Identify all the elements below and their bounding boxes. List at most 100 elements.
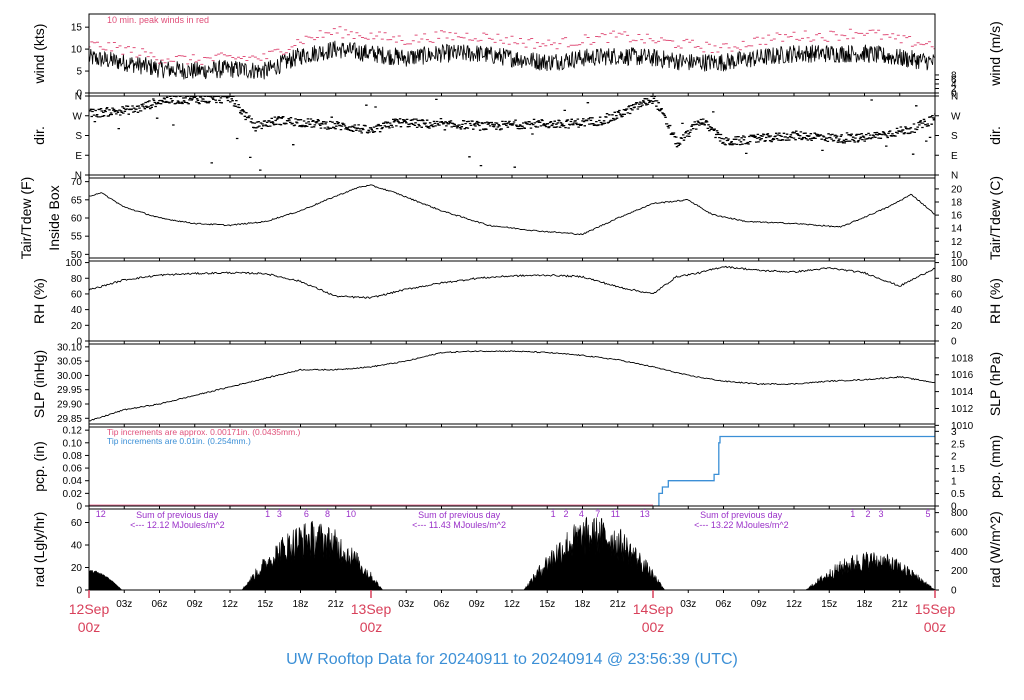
pcp-left-tick-label: 0.08 [63,451,83,462]
rad-left-tick-label: 0 [76,586,82,597]
time-minor-label: 18z [574,599,590,610]
rad-day-area [89,570,123,590]
pcp-note-heated: Tip increments are approx. 0.00171in. (0… [107,427,301,437]
time-minor-label: 03z [398,599,414,610]
rh-left-tick-label: 40 [71,305,83,316]
rad-ylabel: rad (Lgly/hr) [31,512,47,587]
dir-right-tick-label: N [951,92,958,103]
time-minor-label: 09z [469,599,485,610]
dir-right-tick-label: E [951,151,958,162]
time-minor-label: 09z [187,599,203,610]
rad-hour-marker: 8 [325,509,330,519]
slp-data [89,350,935,422]
pcp-right-tick-label: 1 [951,477,957,488]
rad-right-tick-label: 400 [951,547,968,558]
rad-day-area [523,516,666,590]
slp-right-tick-label: 1016 [951,370,974,381]
temp-frame [88,177,936,259]
slp-left-tick-label: 30.05 [57,357,82,368]
temp-right-tick-label: 16 [951,211,963,222]
slp-right-tick-label: 1018 [951,353,974,364]
wind-mean-line [89,40,935,80]
time-minor-label: 21z [892,599,908,610]
wind-data [89,26,935,80]
pcp-left-tick-label: 0.06 [63,464,83,475]
temp-left-tick-label: 50 [71,250,83,261]
pcp-note-unheated: Tip increments are 0.01in. (0.254mm.) [107,436,251,446]
wind-ylabel: wind (kts) [31,24,47,85]
rad-hour-marker: 3 [878,509,883,519]
rad-sum-note-value: <--- 13.22 MJoules/m^2 [694,520,789,530]
rad-hour-marker: 6 [304,509,309,519]
pcp-left-tick-label: 0.02 [63,489,83,500]
wind-right-tick-label: 2 [951,84,957,95]
dir-left-tick-label: W [73,111,83,122]
rad-ylabel-right: rad (W/m^2) [987,511,1003,588]
time-minor-label: 15z [539,599,555,610]
time-minor-label: 03z [116,599,132,610]
dir-left-tick-label: E [75,151,82,162]
dir-left-tick-label: N [75,171,82,182]
temp-data [89,184,935,236]
rh-left-tick-label: 100 [65,258,82,269]
temp-right-tick-label: 20 [951,184,963,195]
time-minor-label: 12z [504,599,520,610]
slp-left-tick-label: 29.90 [57,400,82,411]
temp-right-tick-label: 14 [951,224,963,235]
rad-hour-marker: 1 [850,509,855,519]
rad-hour-marker: 1 [551,509,556,519]
pcp-unheated-step [89,430,935,506]
rad-sum-note-title: Sum of previous day [136,510,219,520]
rad-sum-note-value: <--- 11.43 MJoules/m^2 [412,520,506,530]
time-minor-label: 09z [751,599,767,610]
pcp-ylabel-right: pcp. (mm) [987,435,1003,498]
wind-left-tick-label: 15 [71,23,83,34]
rad-day-area [805,551,935,590]
time-major-date: 12Sep [69,601,110,617]
rad-data [89,516,935,590]
panel-temp: 50 55 60 65 70 10 12 14 16 18 20 Tair/Tdew (F) Insid… [18,176,1003,261]
panel-rh: 0 20 40 60 80 100 0 20 40 60 80 100 RH (%) RH (%) [31,258,1003,347]
temp-left-tick-label: 65 [71,195,83,206]
slp-right-tick-label: 1012 [951,404,974,415]
time-minor-label: 18z [292,599,308,610]
pcp-data [89,430,935,506]
dir-right-tick-label: S [951,131,958,142]
wind-right-tick-label: 4 [951,79,957,90]
rad-right-tick-label: 800 [951,508,968,519]
temp-right-tick-label: 10 [951,250,963,261]
time-minor-label: 06z [151,599,167,610]
time-minor-label: 18z [856,599,872,610]
slp-left-tick-label: 29.85 [57,414,82,425]
dir-right-tick-label: N [951,171,958,182]
time-major-date: 13Sep [351,601,392,617]
temp-left-tick-label: 70 [71,177,83,188]
wind-peak-marks [89,26,935,65]
slp-ylabel-right: SLP (hPa) [987,352,1003,416]
rad-right-tick-label: 0 [951,586,957,597]
slp-ylabel: SLP (inHg) [31,350,47,418]
pcp-ylabel: pcp. (in) [31,441,47,492]
pcp-right-tick-label: 2 [951,452,957,463]
rad-sum-note-title: Sum of previous day [700,510,783,520]
panel-slp: 29.85 29.90 29.95 30.00 30.05 30.10 1010 1012 10… [31,342,1003,431]
pcp-left-tick-label: 0.12 [63,426,83,437]
time-minor-label: 12z [786,599,802,610]
time-major-date: 14Sep [633,601,674,617]
rh-left-tick-label: 80 [71,274,83,285]
wind-right-tick-label: 0 [951,89,957,100]
time-minor-label: 03z [680,599,696,610]
dir-ylabel: dir. [31,126,47,145]
rh-left-tick-label: 20 [71,321,83,332]
rad-hour-marker: 7 [595,509,600,519]
rh-right-tick-label: 80 [951,274,963,285]
pcp-left-tick-label: 0.10 [63,438,83,449]
slp-left-tick-label: 30.00 [57,371,82,382]
rh-data [89,265,935,299]
rh-right-tick-label: 20 [951,321,963,332]
time-major-hour: 00z [78,619,101,635]
rh-right-tick-label: 40 [951,305,963,316]
rad-hour-marker: 1 [265,509,270,519]
pcp-right-tick-label: 2.5 [951,439,965,450]
